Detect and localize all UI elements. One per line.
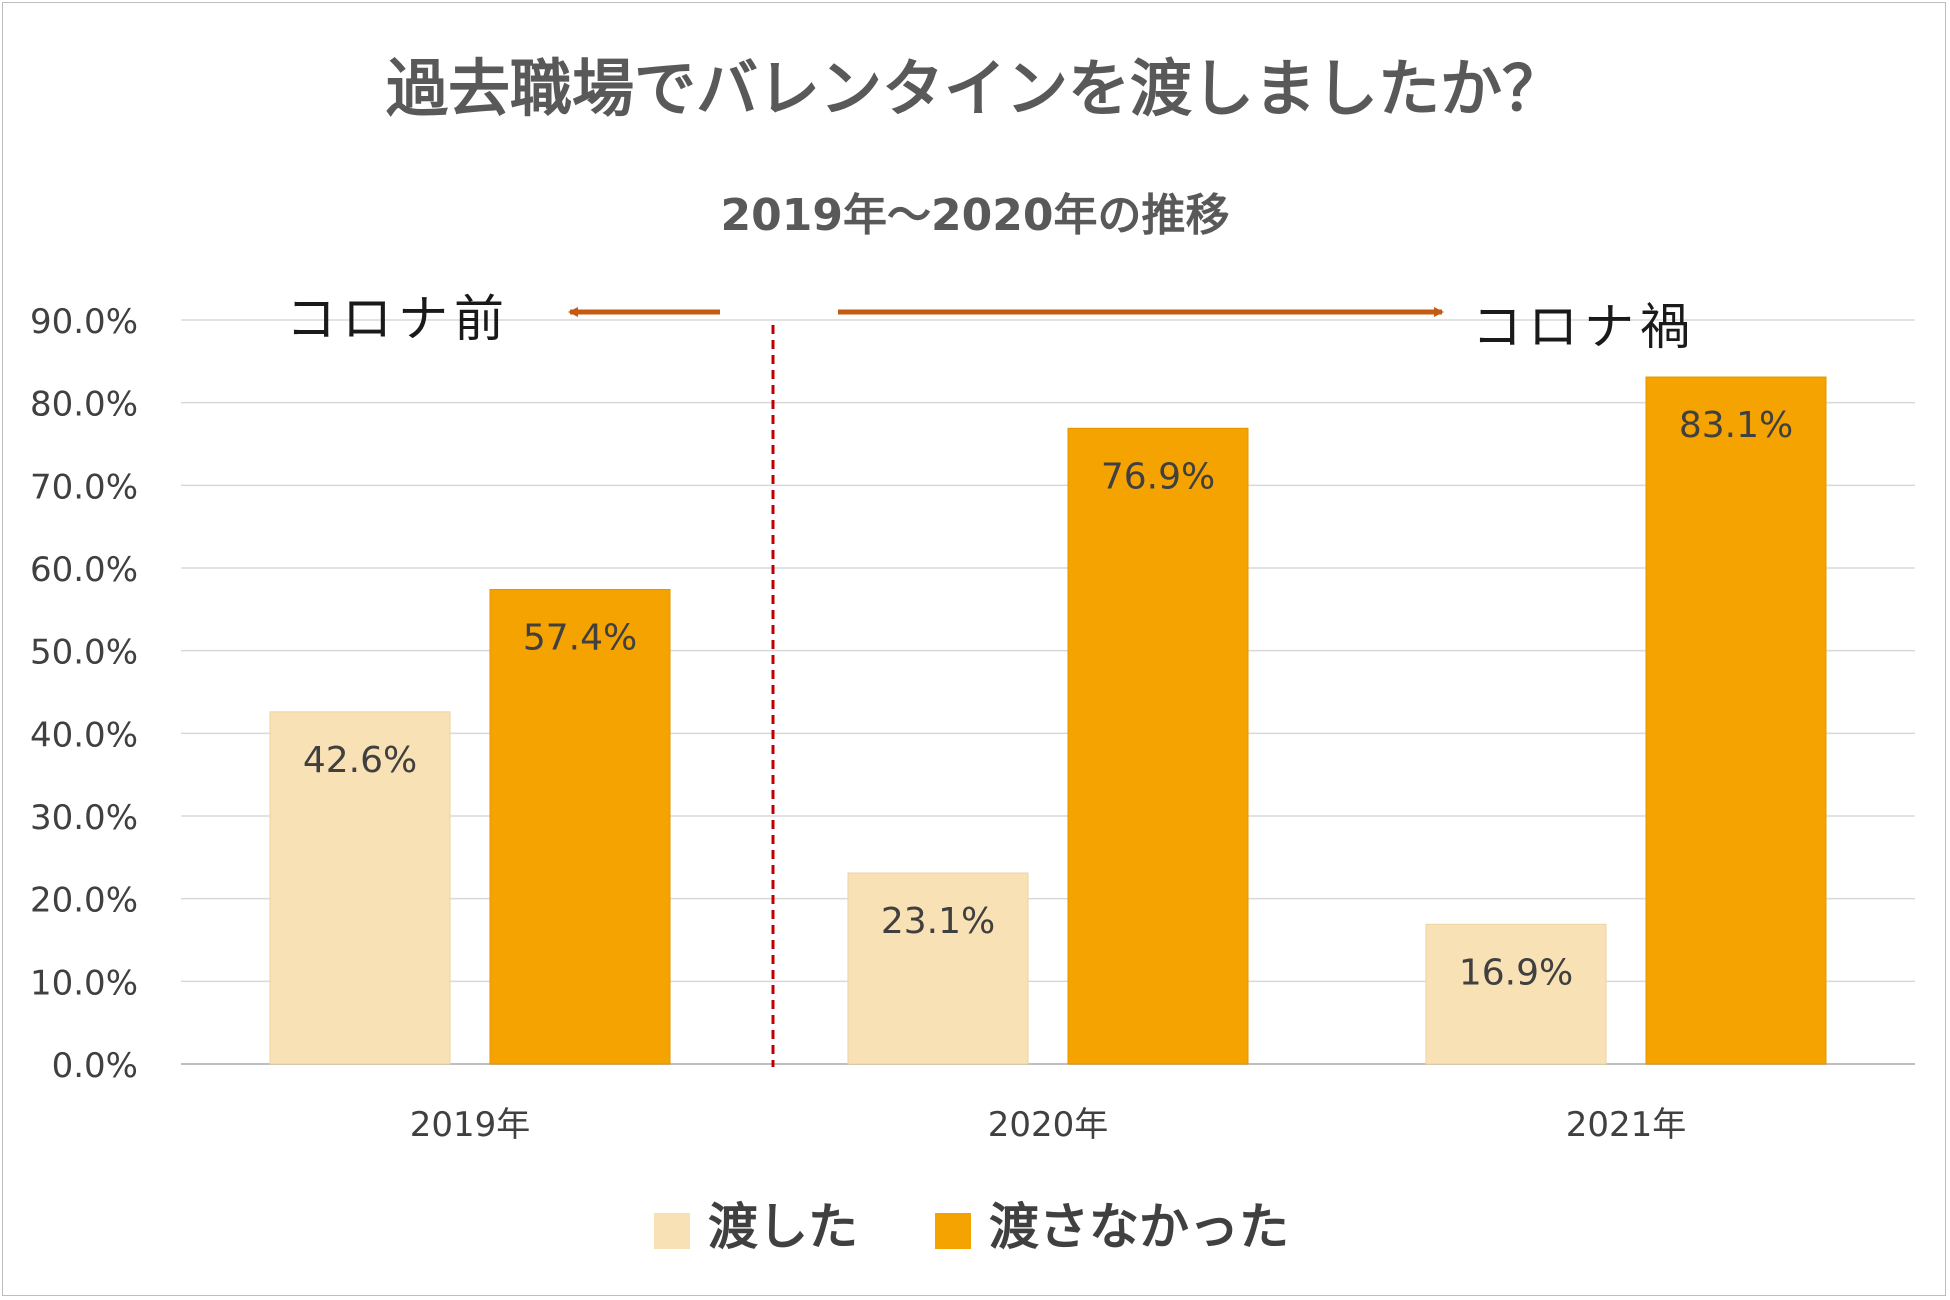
gridlines — [181, 319, 1915, 1065]
annotation-before-covid: コロナ前 — [286, 290, 510, 348]
bar-watasanakatta — [1645, 376, 1827, 1065]
y-tick-label: 70.0% — [30, 467, 138, 507]
data-label: 83.1% — [1679, 405, 1793, 446]
y-tick-label: 60.0% — [30, 550, 138, 590]
bar-watashita — [847, 872, 1029, 1065]
data-labels: 42.6% 57.4% 23.1% 76.9% 16.9% 83.1% — [303, 405, 1793, 993]
x-category-label: 2020年 — [988, 1105, 1109, 1145]
legend-swatch-watasanakatta — [935, 1213, 971, 1249]
y-tick-label: 10.0% — [30, 963, 138, 1003]
data-label: 57.4% — [523, 617, 637, 658]
y-tick-label: 20.0% — [30, 881, 138, 921]
legend: 渡した 渡さなかった — [654, 1198, 1289, 1256]
x-axis-categories: 2019年 2020年 2021年 — [410, 1105, 1687, 1145]
bar-watasanakatta — [1067, 427, 1249, 1065]
y-tick-label: 90.0% — [30, 302, 138, 342]
bars — [269, 376, 1827, 1065]
x-category-label: 2019年 — [410, 1105, 531, 1145]
y-tick-label: 0.0% — [52, 1046, 138, 1086]
chart-title: 過去職場でバレンタインを渡しましたか？ — [386, 52, 1564, 125]
data-label: 76.9% — [1101, 456, 1215, 497]
x-category-label: 2021年 — [1566, 1105, 1687, 1145]
data-label: 16.9% — [1459, 952, 1573, 993]
bar-watashita — [269, 711, 451, 1065]
y-axis-ticks: 0.0% 10.0% 20.0% 30.0% 40.0% 50.0% 60.0% 70.0% 8… — [30, 302, 138, 1086]
y-tick-label: 80.0% — [30, 385, 138, 425]
legend-label-watashita: 渡した — [708, 1198, 858, 1256]
y-tick-label: 50.0% — [30, 633, 138, 673]
data-label: 42.6% — [303, 740, 417, 781]
bar-watasanakatta — [489, 588, 671, 1065]
chart-subtitle: 2019年～2020年の推移 — [721, 190, 1230, 241]
legend-label-watasanakatta: 渡さなかった — [989, 1198, 1289, 1256]
bar-watashita — [1425, 923, 1607, 1065]
annotation-during-covid: コロナ禍 — [1472, 298, 1696, 356]
data-label: 23.1% — [881, 901, 995, 942]
y-tick-label: 40.0% — [30, 715, 138, 755]
y-tick-label: 30.0% — [30, 798, 138, 838]
legend-swatch-watashita — [654, 1213, 690, 1249]
